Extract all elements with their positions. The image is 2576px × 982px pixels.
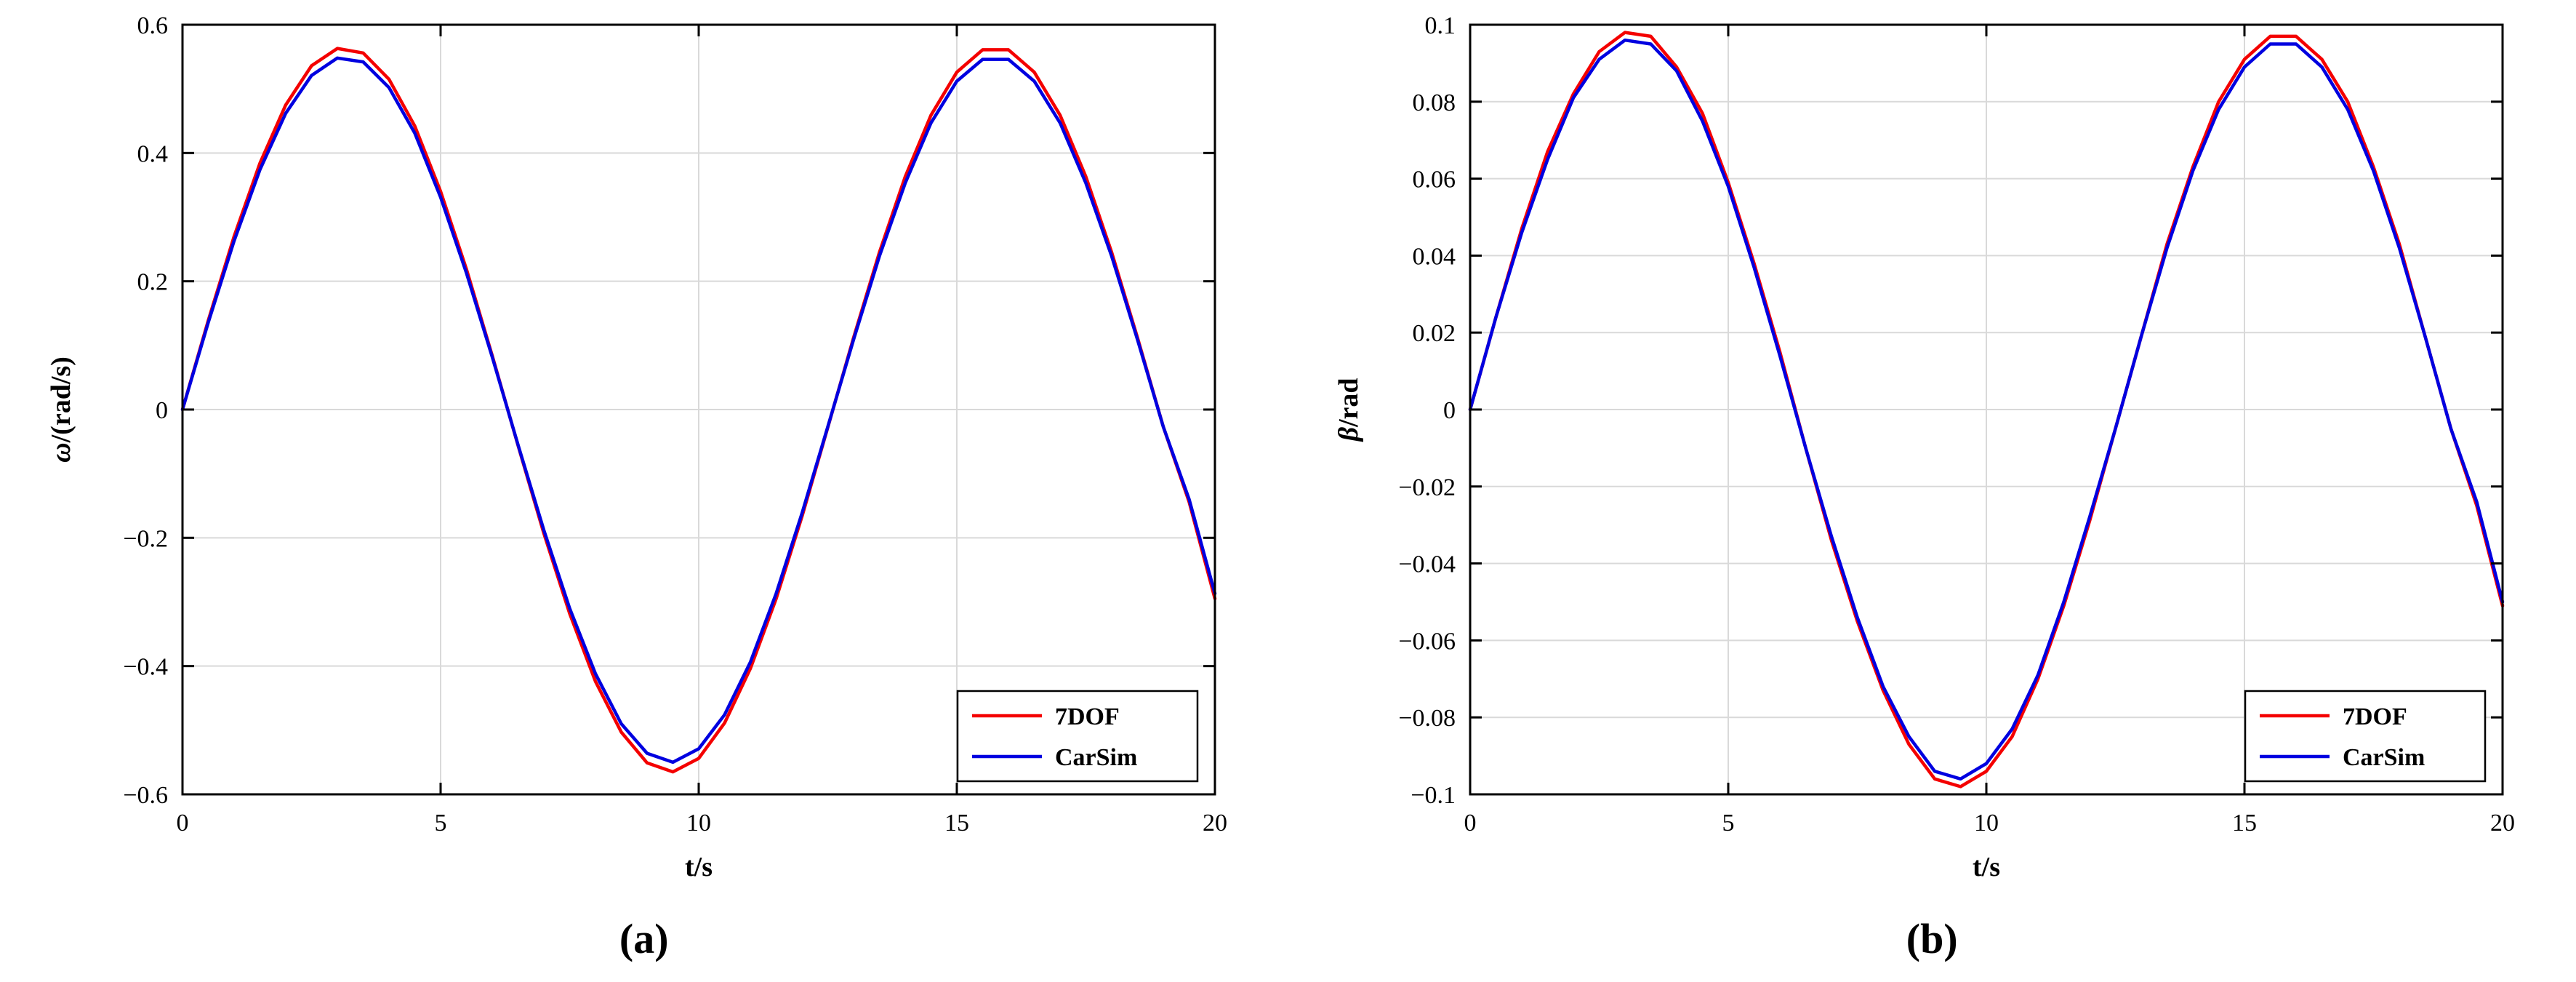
legend-entry-label: 7DOF	[1055, 703, 1120, 730]
x-tick-label: 0	[1464, 810, 1477, 837]
x-axis-label: t/s	[1973, 852, 2000, 882]
y-tick-label: −0.06	[1399, 628, 1456, 655]
y-tick-label: 0.6	[137, 12, 168, 39]
y-tick-label: 0.1	[1425, 12, 1456, 39]
chart-a: 0 5 10 15 20 −0.6 −0.4 −0.2 0 0.2 0.4 0.6 t/s ω/(rad/…	[46, 12, 1227, 882]
y-tick-label: 0	[156, 397, 168, 424]
y-axis-label: ω/(rad/s)	[46, 356, 76, 463]
legend-entry-label: CarSim	[1055, 744, 1137, 771]
y-tick-label: 0.02	[1413, 320, 1456, 347]
y-tick-label: 0.06	[1413, 167, 1456, 193]
figure-panel-a: 0 5 10 15 20 −0.6 −0.4 −0.2 0 0.2 0.4 0.6 t/s ω/(rad/…	[46, 12, 1227, 962]
y-tick-label: 0.2	[137, 269, 168, 296]
legend-box	[2244, 690, 2487, 783]
y-tick-label: −0.6	[123, 782, 168, 809]
tick-marks	[181, 23, 1216, 796]
series-line-7dof	[1469, 31, 2505, 789]
series-line-7dof	[180, 47, 1216, 774]
legend-entry-label: CarSim	[2343, 744, 2425, 771]
x-tick-label: 5	[434, 810, 446, 837]
caption-a: (a)	[619, 915, 669, 962]
x-tick-label: 0	[176, 810, 188, 837]
caption-b: (b)	[1906, 915, 1958, 962]
legend-box	[956, 690, 1198, 783]
y-tick-label: −0.1	[1411, 782, 1456, 809]
x-tick-label: 5	[1722, 810, 1735, 837]
x-tick-label: 10	[686, 810, 711, 837]
y-tick-label: 0	[1443, 397, 1456, 424]
tick-labels: 0 5 10 15 20 −0.6 −0.4 −0.2 0 0.2 0.4 0.6	[123, 12, 1227, 837]
tick-marks	[1469, 23, 2504, 796]
y-tick-label: 0.4	[137, 140, 168, 167]
y-tick-label: −0.4	[123, 654, 168, 681]
y-axis-label: β/rad	[1333, 378, 1364, 442]
legend-entry-label: 7DOF	[2343, 703, 2407, 730]
x-tick-label: 15	[944, 810, 969, 837]
chart-b: 0 5 10 15 20 −0.1 −0.08 −0.06 −0.04 −0.02 0 0.02 0.0…	[1333, 12, 2516, 882]
y-tick-label: −0.2	[123, 525, 168, 552]
figure-panel-b: 0 5 10 15 20 −0.1 −0.08 −0.06 −0.04 −0.02 0 0.02 0.0…	[1288, 0, 2576, 982]
legend: 7DOF CarSim	[2244, 690, 2487, 783]
legend: 7DOF CarSim	[956, 690, 1198, 783]
y-tick-label: 0.04	[1413, 243, 1456, 270]
series-line-carsim	[180, 56, 1216, 765]
y-tick-label: 0.08	[1413, 89, 1456, 116]
x-axis-label: t/s	[685, 852, 713, 882]
x-tick-label: 20	[1203, 810, 1227, 837]
x-tick-label: 20	[2490, 810, 2515, 837]
grid-lines	[181, 24, 1216, 795]
y-tick-label: −0.08	[1399, 705, 1456, 732]
x-tick-label: 10	[1974, 810, 1999, 837]
series-line-carsim	[1469, 38, 2505, 781]
y-tick-label: −0.04	[1399, 551, 1456, 578]
grid-lines	[1469, 24, 2504, 795]
tick-labels: 0 5 10 15 20 −0.1 −0.08 −0.06 −0.04 −0.02 0 0.02 0.0…	[1399, 12, 2516, 837]
x-tick-label: 15	[2232, 810, 2257, 837]
y-tick-label: −0.02	[1399, 474, 1456, 501]
